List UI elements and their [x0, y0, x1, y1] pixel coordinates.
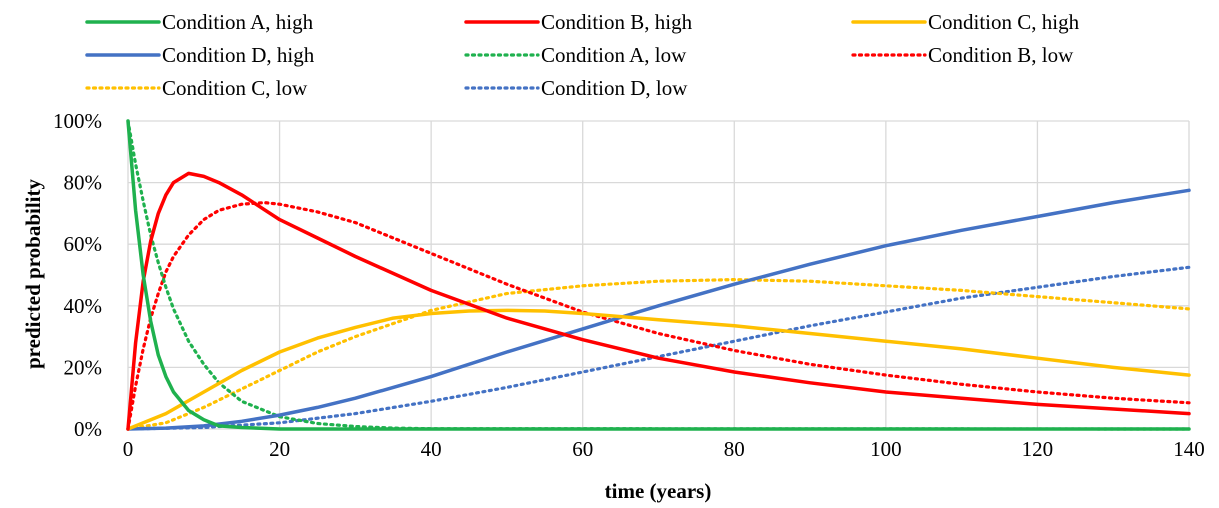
- series-line-condition-a-low: [126, 119, 1191, 431]
- y-tick-label: 20%: [64, 355, 103, 379]
- y-tick-label: 40%: [64, 294, 103, 318]
- legend-label-condition-a-high: Condition A, high: [162, 10, 314, 34]
- y-tick-label: 0%: [74, 417, 102, 441]
- series-line-condition-b-low: [126, 201, 1191, 431]
- legend-label-condition-b-low: Condition B, low: [928, 43, 1074, 67]
- legend-label-condition-c-low: Condition C, low: [162, 76, 308, 100]
- y-axis-title: predicted probability: [21, 179, 45, 369]
- y-tick-label: 80%: [64, 171, 103, 195]
- legend-label-condition-a-low: Condition A, low: [541, 43, 687, 67]
- legend-label-condition-b-high: Condition B, high: [541, 10, 693, 34]
- series-line-condition-c-low: [126, 278, 1191, 431]
- x-tick-label: 20: [269, 437, 290, 461]
- series-line-condition-c-high: [126, 308, 1191, 431]
- x-tick-label: 60: [572, 437, 593, 461]
- x-tick-label: 80: [724, 437, 745, 461]
- y-tick-label: 60%: [64, 232, 103, 256]
- x-axis-ticks: 0 20 40 60 80 100 120 140: [123, 437, 1205, 461]
- legend-label-condition-d-low: Condition D, low: [541, 76, 688, 100]
- series-line-condition-d-high: [126, 188, 1191, 431]
- y-axis-ticks: 0% 20% 40% 60% 80% 100%: [53, 109, 102, 441]
- series-line-condition-a-high: [126, 119, 1191, 431]
- legend-label-condition-c-high: Condition C, high: [928, 10, 1080, 34]
- x-tick-label: 0: [123, 437, 134, 461]
- x-tick-label: 100: [870, 437, 902, 461]
- x-tick-label: 40: [421, 437, 442, 461]
- grid-lines: [127, 120, 1190, 430]
- series-line-condition-b-high: [126, 171, 1191, 431]
- series-lines: [126, 119, 1191, 431]
- legend: Condition A, high Condition B, high Condit…: [85, 10, 1080, 100]
- x-tick-label: 140: [1173, 437, 1205, 461]
- x-tick-label: 120: [1022, 437, 1054, 461]
- x-axis-title: time (years): [605, 479, 712, 503]
- y-tick-label: 100%: [53, 109, 102, 133]
- legend-label-condition-d-high: Condition D, high: [162, 43, 315, 67]
